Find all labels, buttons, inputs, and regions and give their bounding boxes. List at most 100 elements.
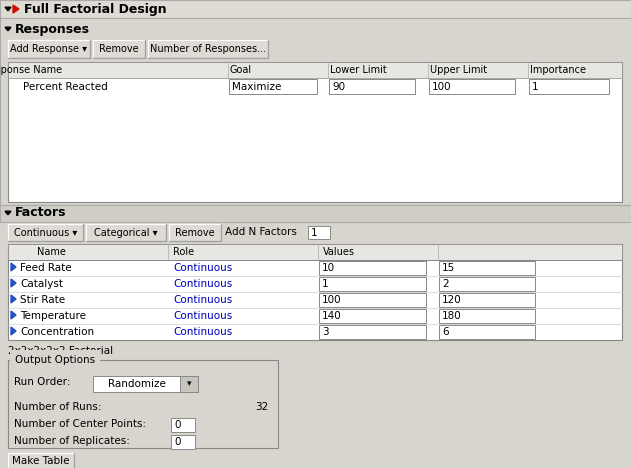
- Bar: [148, 40, 268, 58]
- Polygon shape: [11, 279, 16, 287]
- Text: 1: 1: [311, 227, 317, 237]
- Bar: [319, 325, 426, 339]
- Bar: [439, 277, 535, 291]
- Bar: [180, 376, 198, 392]
- Text: ▾: ▾: [187, 380, 191, 388]
- Text: Continuous: Continuous: [173, 295, 232, 305]
- Text: Number of Center Points:: Number of Center Points:: [14, 419, 146, 429]
- Text: 0: 0: [174, 437, 180, 447]
- Bar: [8, 244, 622, 340]
- Text: 10: 10: [322, 263, 335, 273]
- Text: Upper Limit: Upper Limit: [430, 65, 487, 75]
- Text: Concentration: Concentration: [20, 327, 94, 337]
- Text: Factors: Factors: [15, 206, 66, 219]
- Text: Percent Reacted: Percent Reacted: [23, 81, 108, 92]
- Text: 1: 1: [532, 81, 539, 92]
- Text: Feed Rate: Feed Rate: [20, 263, 72, 273]
- Bar: [529, 79, 609, 94]
- Text: Lower Limit: Lower Limit: [330, 65, 387, 75]
- Text: 1: 1: [322, 279, 329, 289]
- Polygon shape: [5, 211, 11, 215]
- Text: Randomize: Randomize: [107, 379, 165, 389]
- Bar: [8, 453, 74, 468]
- Text: Continuous: Continuous: [173, 279, 232, 289]
- Bar: [8, 62, 622, 78]
- Text: Continuous: Continuous: [173, 327, 232, 337]
- Text: 32: 32: [255, 402, 268, 412]
- Bar: [319, 261, 426, 275]
- Bar: [8, 40, 90, 58]
- Text: Remove: Remove: [99, 44, 139, 54]
- Bar: [0, 0, 631, 18]
- Bar: [319, 277, 426, 291]
- Text: Categorical ▾: Categorical ▾: [94, 227, 158, 237]
- Bar: [439, 293, 535, 307]
- Text: 2: 2: [442, 279, 449, 289]
- Text: 90: 90: [332, 81, 345, 92]
- Bar: [439, 309, 535, 323]
- Polygon shape: [11, 327, 16, 335]
- Bar: [429, 79, 515, 94]
- Bar: [8, 224, 83, 241]
- Polygon shape: [5, 27, 11, 31]
- Bar: [93, 40, 145, 58]
- Bar: [0, 18, 631, 205]
- Text: Make Table: Make Table: [12, 456, 70, 467]
- Text: Maximize: Maximize: [232, 81, 281, 92]
- Bar: [0, 205, 631, 222]
- Bar: [169, 224, 221, 241]
- Bar: [229, 79, 317, 94]
- Bar: [439, 325, 535, 339]
- Text: Goal: Goal: [230, 65, 252, 75]
- Text: Number of Replicates:: Number of Replicates:: [14, 436, 130, 446]
- Text: Name: Name: [37, 247, 66, 257]
- Text: 6: 6: [442, 327, 449, 337]
- Text: 100: 100: [432, 81, 452, 92]
- Text: Run Order:: Run Order:: [14, 377, 71, 387]
- Bar: [319, 293, 426, 307]
- Text: Output Options: Output Options: [15, 355, 95, 365]
- Text: Response Name: Response Name: [0, 65, 62, 75]
- Text: Number of Runs:: Number of Runs:: [14, 402, 102, 412]
- Bar: [8, 62, 622, 202]
- Text: Temperature: Temperature: [20, 311, 86, 321]
- Text: 140: 140: [322, 311, 342, 321]
- Polygon shape: [11, 311, 16, 319]
- Text: Continuous: Continuous: [173, 263, 232, 273]
- Text: Stir Rate: Stir Rate: [20, 295, 65, 305]
- Text: Catalyst: Catalyst: [20, 279, 63, 289]
- Text: Importance: Importance: [530, 65, 586, 75]
- Text: Remove: Remove: [175, 227, 215, 237]
- Polygon shape: [11, 263, 16, 271]
- Text: Full Factorial Design: Full Factorial Design: [24, 2, 167, 15]
- Text: 3: 3: [322, 327, 329, 337]
- Bar: [308, 226, 330, 239]
- Text: 2x2x2x2x2 Factorial: 2x2x2x2x2 Factorial: [8, 346, 113, 356]
- Text: Add N Factors: Add N Factors: [225, 227, 297, 237]
- Text: Add Response ▾: Add Response ▾: [11, 44, 88, 54]
- Polygon shape: [13, 5, 19, 13]
- Text: 100: 100: [322, 295, 341, 305]
- Bar: [93, 376, 198, 392]
- Text: 0: 0: [174, 420, 180, 430]
- Text: 120: 120: [442, 295, 462, 305]
- Bar: [319, 309, 426, 323]
- Text: Responses: Responses: [15, 22, 90, 36]
- Bar: [86, 224, 166, 241]
- Polygon shape: [5, 7, 11, 11]
- Text: Values: Values: [323, 247, 355, 257]
- Bar: [171, 435, 195, 449]
- Text: Continuous: Continuous: [173, 311, 232, 321]
- Bar: [8, 360, 278, 448]
- Text: Role: Role: [173, 247, 194, 257]
- Bar: [439, 261, 535, 275]
- Text: 15: 15: [442, 263, 455, 273]
- Bar: [171, 418, 195, 432]
- Text: 180: 180: [442, 311, 462, 321]
- Text: Continuous ▾: Continuous ▾: [14, 227, 77, 237]
- Bar: [329, 79, 415, 94]
- Bar: [8, 244, 622, 260]
- Text: Number of Responses...: Number of Responses...: [150, 44, 266, 54]
- Polygon shape: [11, 295, 16, 303]
- Bar: [2, 20, 629, 38]
